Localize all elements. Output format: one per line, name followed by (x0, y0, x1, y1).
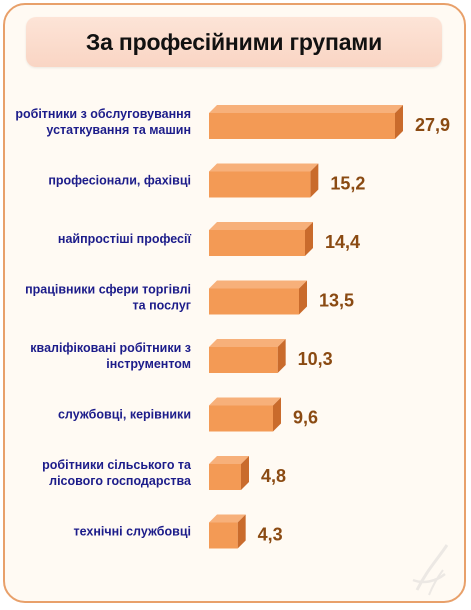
category-label: найпростіші професії (58, 232, 192, 246)
bar-top-face (209, 280, 307, 289)
bar-top-face (209, 456, 249, 464)
bar-group (209, 222, 313, 256)
bar-group (209, 514, 246, 549)
bar (209, 288, 299, 315)
category-label: інструментом (106, 357, 191, 371)
data-label: 15,2 (330, 174, 365, 194)
bar-side-face (305, 222, 313, 256)
category-label: робітники сільського та (42, 458, 192, 472)
bar-group (209, 456, 249, 490)
bar (209, 347, 278, 373)
bar-top-face (209, 222, 313, 230)
category-label: кваліфіковані робітники з (30, 341, 191, 355)
bar (209, 113, 395, 139)
bar-group (209, 339, 286, 373)
data-label: 27,9 (415, 115, 450, 135)
data-label: 4,8 (261, 466, 286, 486)
category-label: та послуг (133, 299, 191, 313)
bar-group (209, 163, 319, 198)
bar (209, 171, 311, 198)
category-label: устаткування та машин (46, 123, 191, 137)
bar (209, 464, 241, 490)
category-label: працівники сфери торгівлі (25, 283, 191, 297)
bar-side-face (395, 105, 403, 139)
bar-group (209, 105, 403, 139)
bar (209, 230, 305, 256)
data-label: 10,3 (298, 349, 333, 369)
bar-top-face (209, 163, 319, 172)
data-label: 9,6 (293, 408, 318, 428)
bar-top-face (209, 514, 246, 523)
bar-side-face (299, 280, 307, 315)
category-label: робітники з обслуговування (15, 107, 191, 121)
bar-group (209, 280, 307, 315)
title-box (26, 17, 442, 67)
bar-group (209, 397, 281, 432)
bar (209, 522, 238, 549)
data-label: 4,3 (258, 525, 283, 545)
category-label: лісового господарства (49, 474, 192, 488)
bar-top-face (209, 339, 286, 347)
bar (209, 405, 273, 432)
bar-top-face (209, 105, 403, 113)
category-label: службовці, керівники (58, 408, 191, 422)
bar-side-face (237, 514, 246, 549)
watermark-logo-icon (412, 544, 449, 596)
category-label: професіонали, фахівці (48, 174, 191, 188)
bar-side-face (241, 456, 249, 490)
data-label: 13,5 (319, 291, 354, 311)
bar-top-face (209, 397, 281, 406)
bar-side-face (273, 397, 281, 432)
bar-side-face (310, 163, 319, 198)
bar-side-face (277, 339, 286, 373)
chart-title: За професійними групами (85, 28, 383, 55)
category-label: технічні службовці (73, 525, 191, 539)
data-label: 14,4 (325, 232, 360, 252)
